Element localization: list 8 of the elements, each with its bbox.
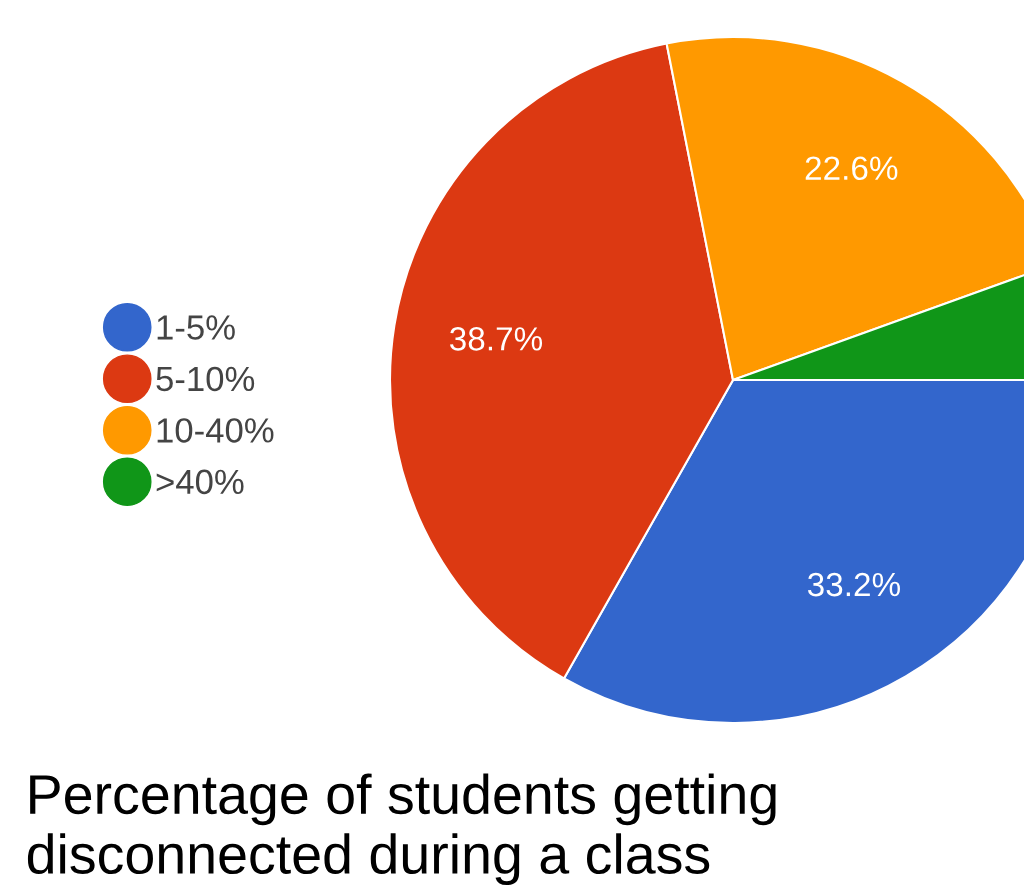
data-label: 22.6% [805,156,898,181]
legend-label: 10-40% [157,418,274,443]
legend-label: 5-10% [156,366,255,392]
text: Percentage of students getting disconnected during a class [27,773,776,886]
data-label: 38.7% [449,327,543,351]
legend-label: >40% [156,469,244,495]
legend-label: 1-5% [157,315,235,340]
data-label: 33.2% [807,572,900,597]
